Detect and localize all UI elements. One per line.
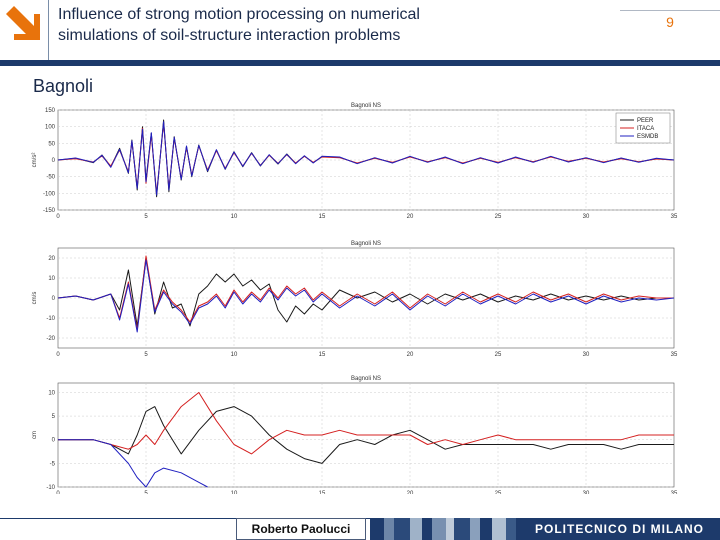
x-tick-label: 5 xyxy=(144,214,148,220)
series-line-peer xyxy=(58,406,674,464)
y-tick-label: 150 xyxy=(45,108,56,114)
legend-label: PEER xyxy=(637,118,654,124)
x-tick-label: 25 xyxy=(495,491,502,494)
y-axis-label: cm/s xyxy=(32,292,38,305)
x-tick-label: 15 xyxy=(319,491,326,494)
y-tick-label: -100 xyxy=(43,191,56,197)
legend-label: ITACA xyxy=(637,126,654,132)
x-tick-label: 0 xyxy=(56,352,60,358)
logo-arrow-icon xyxy=(0,0,48,48)
y-axis-label: cm/s² xyxy=(32,153,38,168)
series-line-esmdb xyxy=(58,439,208,488)
footer-block xyxy=(480,518,492,540)
footer-block xyxy=(492,518,506,540)
plot-title: Bagnoli NS xyxy=(351,376,381,382)
plot-title: Bagnoli NS xyxy=(351,103,381,109)
y-tick-label: -10 xyxy=(46,485,55,491)
x-tick-label: 25 xyxy=(495,352,502,358)
header-divider xyxy=(48,0,49,60)
y-tick-label: -10 xyxy=(46,316,55,322)
footer-block xyxy=(454,518,470,540)
x-tick-label: 20 xyxy=(407,352,414,358)
x-tick-label: 15 xyxy=(319,214,326,220)
legend-label: ESMDB xyxy=(637,134,658,140)
plot-title: Bagnoli NS xyxy=(351,241,381,247)
x-tick-label: 0 xyxy=(56,214,60,220)
footer-block xyxy=(470,518,480,540)
x-tick-label: 35 xyxy=(671,491,678,494)
x-tick-label: 20 xyxy=(407,491,414,494)
y-tick-label: 0 xyxy=(52,438,56,444)
y-tick-label: 0 xyxy=(52,158,56,164)
y-tick-label: 100 xyxy=(45,125,56,131)
x-tick-label: 5 xyxy=(144,352,148,358)
y-tick-label: 5 xyxy=(52,414,56,420)
x-tick-label: 0 xyxy=(56,491,60,494)
x-tick-label: 25 xyxy=(495,214,502,220)
footer-block xyxy=(370,518,384,540)
footer-brand-block xyxy=(530,518,720,540)
y-tick-label: -5 xyxy=(50,461,56,467)
footer-block xyxy=(394,518,410,540)
series-line-esmdb xyxy=(57,121,675,196)
y-tick-label: 10 xyxy=(48,390,55,396)
section-title: Bagnoli xyxy=(33,76,94,96)
x-tick-label: 35 xyxy=(671,352,678,358)
x-tick-label: 20 xyxy=(407,214,414,220)
footer-block xyxy=(384,518,394,540)
footer-block xyxy=(446,518,454,540)
y-tick-label: -20 xyxy=(46,336,55,342)
footer-block xyxy=(422,518,432,540)
x-tick-label: 35 xyxy=(671,214,678,220)
footer-block xyxy=(506,518,516,540)
slide-title-line-2: simulations of soil-structure interactio… xyxy=(58,27,401,44)
x-tick-label: 10 xyxy=(231,352,238,358)
author-label: Roberto Paolucci xyxy=(236,518,366,540)
y-tick-label: 20 xyxy=(48,256,55,262)
series-line-esmdb xyxy=(57,259,675,333)
footer-block xyxy=(432,518,446,540)
slide-title: Influence of strong motion processing on… xyxy=(58,4,598,46)
x-tick-label: 30 xyxy=(583,214,590,220)
y-tick-label: 50 xyxy=(48,141,55,147)
y-tick-label: -150 xyxy=(43,208,56,214)
x-tick-label: 30 xyxy=(583,491,590,494)
y-tick-label: 10 xyxy=(48,276,55,282)
y-axis-label: cm xyxy=(32,431,38,439)
x-tick-label: 10 xyxy=(231,491,238,494)
header-bar xyxy=(0,60,720,66)
x-tick-label: 15 xyxy=(319,352,326,358)
x-tick-label: 10 xyxy=(231,214,238,220)
x-tick-label: 30 xyxy=(583,352,590,358)
slide-title-line-1: Influence of strong motion processing on… xyxy=(58,6,420,23)
footer-block xyxy=(410,518,422,540)
slide-number: 9 xyxy=(666,14,674,30)
y-tick-label: 0 xyxy=(52,296,56,302)
footer-block xyxy=(516,518,530,540)
slide-number-rule xyxy=(620,10,720,11)
y-tick-label: -50 xyxy=(46,175,55,181)
x-tick-label: 5 xyxy=(144,491,148,494)
brand-label: POLITECNICO DI MILANO xyxy=(535,522,704,536)
series-line-itaca xyxy=(58,392,674,455)
